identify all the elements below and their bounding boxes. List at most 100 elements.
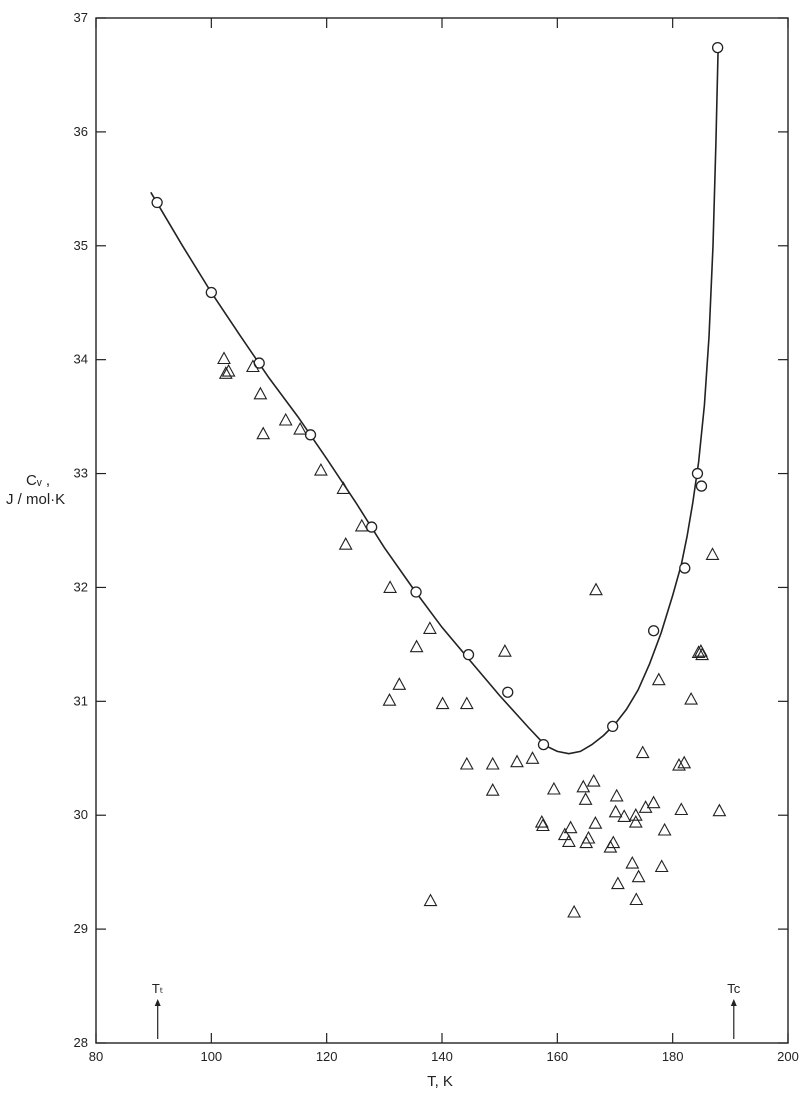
y-tick-label: 30 xyxy=(74,807,88,822)
circle-point xyxy=(365,521,378,533)
x-tick-label: 180 xyxy=(662,1049,684,1064)
y-axis-label-line1: Cᵥ , xyxy=(26,472,50,489)
triangle-point xyxy=(561,834,576,847)
y-tick-label: 28 xyxy=(74,1035,88,1050)
triangle-point xyxy=(422,621,437,634)
marker-label: Tc xyxy=(727,981,741,996)
y-tick-label: 34 xyxy=(74,352,88,367)
triangle-point xyxy=(657,822,672,836)
circle-point xyxy=(679,562,691,574)
triangle-point xyxy=(576,779,591,793)
triangle-point xyxy=(245,359,260,373)
triangle-point xyxy=(693,644,708,657)
triangle-point xyxy=(586,773,601,787)
triangle-point xyxy=(278,412,293,426)
triangle-point xyxy=(674,802,689,816)
marker-label: Tₜ xyxy=(152,981,164,996)
triangle-point xyxy=(423,893,438,907)
x-tick-label: 160 xyxy=(546,1049,568,1064)
circle-point xyxy=(647,625,660,637)
triangle-point xyxy=(557,827,572,841)
y-tick-label: 33 xyxy=(74,466,88,481)
marker-arrowhead xyxy=(730,999,737,1006)
y-tick-label: 36 xyxy=(74,124,88,139)
triangle-point xyxy=(628,808,643,821)
triangle-point xyxy=(563,820,578,834)
y-tick-label: 29 xyxy=(74,921,88,936)
triangle-point xyxy=(534,814,549,828)
triangle-point xyxy=(253,386,268,400)
triangle-point xyxy=(485,783,500,796)
triangle-point xyxy=(695,647,710,661)
triangle-point xyxy=(435,696,450,710)
triangle-point xyxy=(354,518,369,532)
triangle-point xyxy=(510,754,524,768)
triangle-point xyxy=(588,816,603,829)
triangle-point xyxy=(525,751,540,764)
triangle-point xyxy=(635,745,650,759)
triangle-points-layer xyxy=(217,351,727,918)
triangle-point xyxy=(217,351,231,365)
triangle-point xyxy=(409,639,424,653)
triangle-point xyxy=(684,691,699,705)
circle-point xyxy=(304,429,317,441)
marker-arrowhead xyxy=(154,999,161,1006)
triangle-point xyxy=(459,756,474,770)
triangle-point xyxy=(392,677,407,690)
y-axis-label-line2: J / mol·K xyxy=(6,491,65,508)
triangle-point xyxy=(608,804,623,818)
triangle-point xyxy=(609,788,624,802)
triangle-point xyxy=(617,809,632,822)
circle-point xyxy=(205,286,217,299)
triangle-point xyxy=(625,855,640,869)
triangle-point xyxy=(606,835,621,849)
triangle-point xyxy=(485,756,500,770)
x-tick-label: 120 xyxy=(316,1049,338,1064)
triangle-point xyxy=(567,904,582,918)
triangle-point xyxy=(546,781,561,795)
x-tick-label: 80 xyxy=(89,1049,103,1064)
triangle-point xyxy=(646,795,661,809)
triangle-point xyxy=(313,462,328,476)
triangle-point xyxy=(579,835,594,849)
x-tick-label: 140 xyxy=(431,1049,453,1064)
triangle-point xyxy=(654,859,669,873)
triangle-point xyxy=(497,644,512,657)
triangle-point xyxy=(631,869,646,883)
circle-point xyxy=(711,41,724,54)
triangle-point xyxy=(628,814,643,828)
triangle-point xyxy=(610,876,625,890)
triangle-point xyxy=(581,830,596,844)
triangle-point xyxy=(218,366,233,379)
y-tick-label: 31 xyxy=(74,693,88,708)
triangle-point xyxy=(705,547,720,560)
circle-point xyxy=(537,738,550,751)
triangle-point xyxy=(589,582,603,596)
x-axis-label: T, K xyxy=(427,1073,453,1090)
triangle-point xyxy=(336,481,351,494)
circle-point xyxy=(691,467,704,480)
triangle-point xyxy=(221,363,236,377)
plot-frame xyxy=(95,17,789,1044)
triangle-point xyxy=(672,757,686,771)
y-tick-label: 35 xyxy=(74,238,88,253)
triangle-point xyxy=(712,803,727,817)
temperature-markers: Tₜ Tc xyxy=(152,981,741,1039)
triangle-point xyxy=(459,696,474,710)
triangle-point xyxy=(629,892,644,906)
x-tick-label: 200 xyxy=(777,1049,799,1064)
triangle-point xyxy=(382,693,397,706)
triangle-point xyxy=(256,426,271,440)
triangle-point xyxy=(535,818,550,832)
triangle-point xyxy=(293,421,308,435)
triangle-point xyxy=(691,645,706,658)
axis-ticks: 80 100 120 140 160 180 200 28 29 30 31 32 33 34 35 36 37 xyxy=(74,10,799,1064)
triangle-point xyxy=(651,672,666,686)
circle-point xyxy=(151,196,163,209)
circle-point xyxy=(695,480,708,492)
circle-point xyxy=(462,648,475,661)
triangle-point xyxy=(383,580,398,593)
y-tick-label: 37 xyxy=(74,10,88,25)
circle-point xyxy=(502,686,514,698)
